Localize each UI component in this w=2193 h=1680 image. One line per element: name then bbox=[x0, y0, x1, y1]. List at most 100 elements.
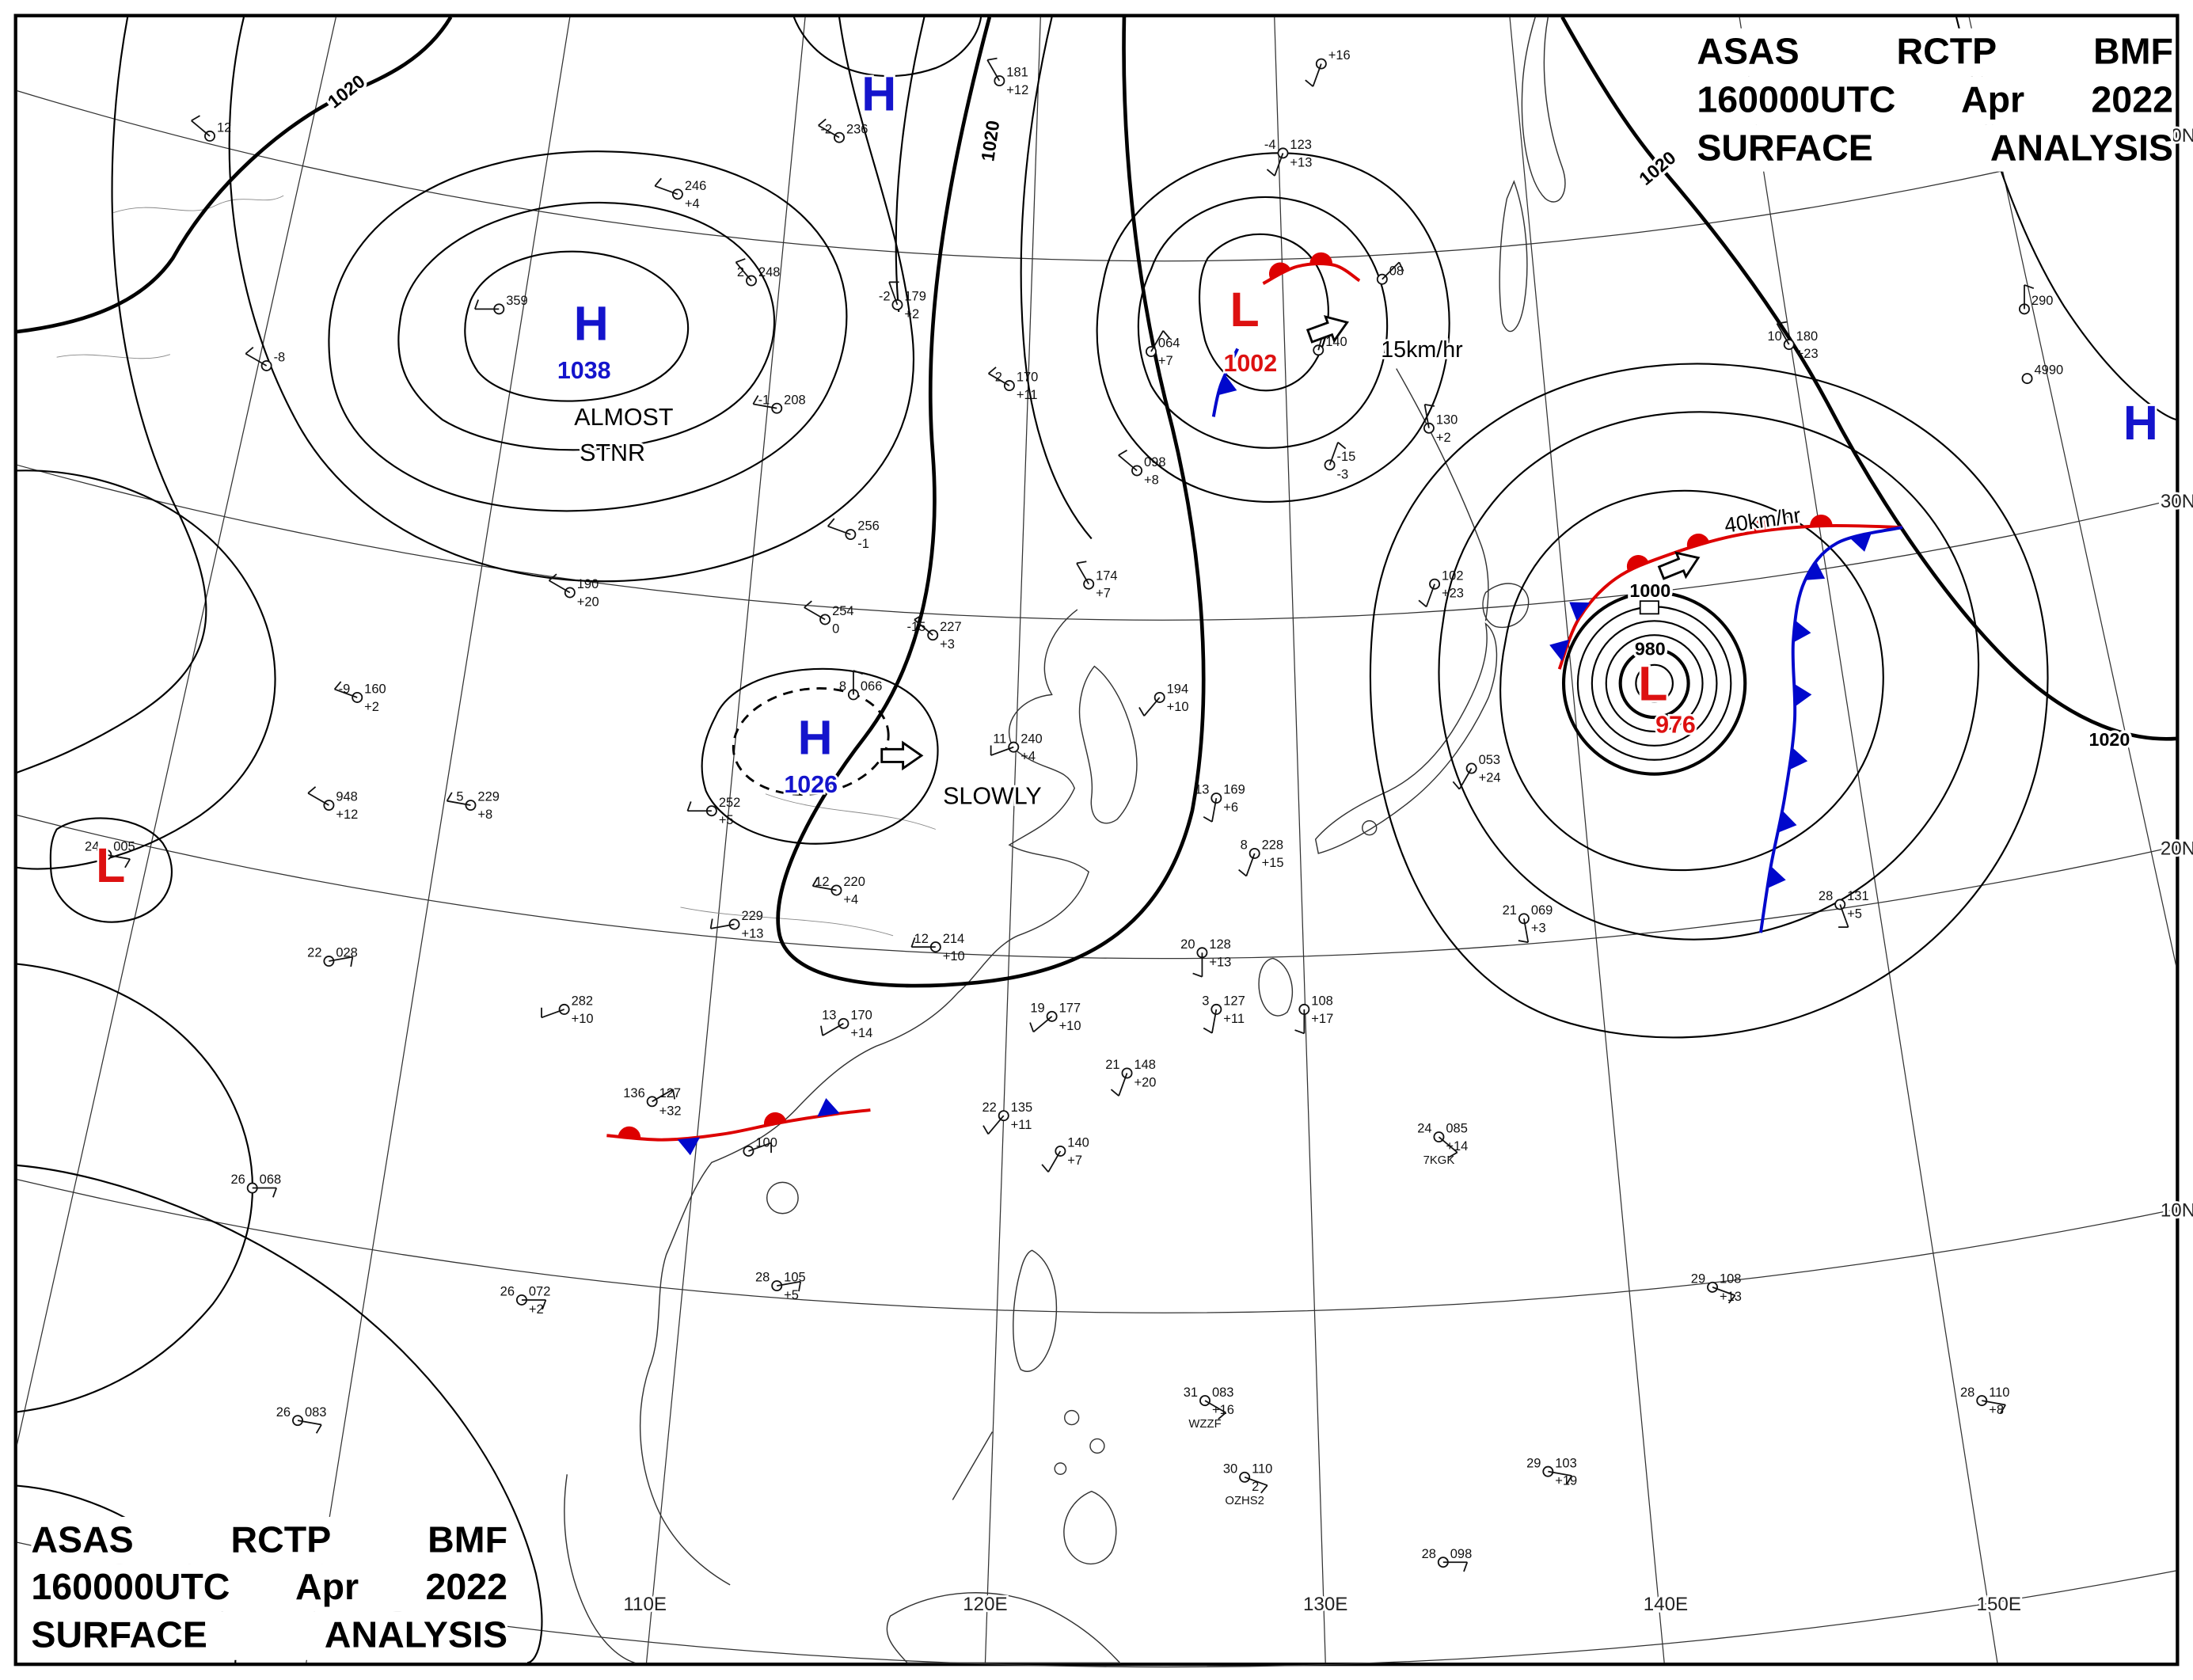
wind-barb bbox=[191, 120, 211, 137]
wind-barb bbox=[777, 1280, 801, 1287]
annotation-text: SLOWLY bbox=[943, 782, 1042, 809]
chart-id: ASAS RCTP BMF bbox=[31, 1516, 508, 1564]
station-value: 22 bbox=[982, 1100, 996, 1115]
wind-barb bbox=[1211, 797, 1218, 823]
wind-barb bbox=[1712, 1287, 1735, 1297]
station-value: 102 bbox=[1442, 568, 1463, 583]
station-plot: 005 24 bbox=[85, 839, 135, 869]
isobar-1020-c bbox=[1560, 16, 2176, 741]
station-value: +5 bbox=[1847, 907, 1862, 921]
wind-barb bbox=[986, 59, 1001, 82]
title-block-bottom-left: ASAS RCTP BMF 160000UTC Apr 2022 SURFACE… bbox=[31, 1516, 508, 1660]
station-value: 072 bbox=[529, 1285, 550, 1299]
station-value: +12 bbox=[336, 808, 358, 822]
station-plot: 290 bbox=[2018, 284, 2053, 315]
station-value: 100 bbox=[755, 1136, 777, 1150]
coastline-shikoku bbox=[1362, 820, 1378, 836]
wind-barb bbox=[753, 403, 777, 409]
station-value: 229 bbox=[477, 790, 499, 804]
chart-id: ASAS RCTP BMF bbox=[1697, 28, 2173, 77]
station-plot: 4990 bbox=[2021, 363, 2063, 385]
coastlines bbox=[564, 17, 1566, 1664]
station-plot: 083 26 bbox=[276, 1405, 326, 1434]
station-value: 359 bbox=[506, 294, 527, 308]
isobar-label: 980 bbox=[1635, 638, 1666, 659]
station-value: +23 bbox=[1796, 347, 1819, 361]
station-value: 290 bbox=[2031, 294, 2053, 308]
wind-barb bbox=[710, 923, 735, 929]
station-id: OZHS2 bbox=[1225, 1495, 1264, 1507]
chart-datetime: 160000UTC Apr 2022 bbox=[31, 1564, 508, 1613]
station-plot: 359 bbox=[474, 294, 528, 315]
wind-barb bbox=[1548, 1470, 1572, 1477]
wind-barb bbox=[1776, 323, 1790, 345]
station-plot: 098+8 bbox=[1118, 449, 1165, 487]
coastline-sakhalin bbox=[1499, 180, 1528, 333]
motion-arrows bbox=[880, 314, 1701, 771]
station-value: 31 bbox=[1184, 1385, 1198, 1400]
station-value: 108 bbox=[1720, 1271, 1741, 1286]
station-value: +23 bbox=[1442, 587, 1464, 601]
station-value: 12 bbox=[815, 875, 829, 889]
wind-barb bbox=[329, 956, 353, 962]
station-value: 181 bbox=[1006, 66, 1028, 80]
chart-type: SURFACE ANALYSIS bbox=[31, 1612, 508, 1660]
motion-arrow bbox=[1306, 314, 1349, 344]
wind-barb bbox=[1150, 330, 1164, 352]
station-value: 229 bbox=[741, 909, 762, 923]
cold-front-marker bbox=[1217, 374, 1237, 396]
station-value: 12 bbox=[217, 121, 231, 135]
cold-front-marker bbox=[1849, 532, 1872, 552]
station-plot: 208 -1 bbox=[752, 393, 806, 414]
station-plot: 069 +3 21 bbox=[1503, 903, 1553, 944]
station-value: 140 bbox=[1325, 335, 1347, 349]
warm-front-marker bbox=[1626, 555, 1649, 572]
cold-front-marker bbox=[1788, 747, 1808, 770]
station-plot: 179 +2 -2 bbox=[879, 281, 926, 321]
station-plot: 190+20 bbox=[548, 573, 599, 609]
station-value: -8 bbox=[274, 351, 286, 365]
station-plot: 220 +4 12 bbox=[811, 875, 865, 907]
station-value: 10 bbox=[1767, 329, 1781, 344]
station-value: +5 bbox=[784, 1288, 799, 1302]
station-value: 254 bbox=[832, 604, 853, 618]
station-plot: 229 +8 5 bbox=[446, 790, 500, 822]
wind-barb bbox=[735, 261, 752, 282]
warm-front-line bbox=[1262, 262, 1361, 285]
station-value: 22 bbox=[307, 946, 321, 960]
wind-barb bbox=[818, 124, 840, 139]
station-value: 227 bbox=[940, 620, 961, 634]
wind-barb bbox=[988, 373, 1010, 386]
station-plot: 128 +13 20 bbox=[1180, 937, 1231, 978]
station-value: +2 bbox=[1436, 431, 1451, 445]
cold-front-marker bbox=[1767, 865, 1786, 889]
wind-barb bbox=[654, 185, 678, 196]
station-value: +14 bbox=[1446, 1139, 1468, 1154]
station-value: 26 bbox=[230, 1173, 245, 1187]
coastline-mindanao bbox=[1063, 1490, 1117, 1565]
annotation-text: 15km/hr bbox=[1381, 337, 1463, 363]
chart-datetime: 160000UTC Apr 2022 bbox=[1697, 76, 2173, 124]
coastline-luzon bbox=[1013, 1249, 1058, 1372]
station-value: 105 bbox=[784, 1271, 805, 1285]
station-plot: 169 +6 13 bbox=[1195, 783, 1245, 823]
wind-barb bbox=[1118, 1073, 1128, 1097]
station-plot: 227 +3 -15 bbox=[906, 614, 962, 652]
station-value: 19 bbox=[1030, 1001, 1044, 1015]
station-value: +11 bbox=[1223, 1012, 1245, 1026]
station-value: +20 bbox=[577, 595, 599, 609]
station-plot: 108+17 bbox=[1294, 994, 1333, 1035]
station-value: 2 bbox=[995, 371, 1002, 385]
station-plot: 214 +10 12 bbox=[910, 932, 965, 964]
longitude-label: 150E bbox=[1977, 1594, 2021, 1615]
wind-barb bbox=[447, 800, 471, 806]
isobar-label: 1020 bbox=[2089, 729, 2130, 750]
wind-barb bbox=[1382, 261, 1400, 280]
station-value: +8 bbox=[477, 808, 492, 822]
cold-front-marker bbox=[1569, 602, 1591, 621]
station-value: 20 bbox=[1180, 937, 1195, 952]
cold-front-marker bbox=[1794, 683, 1812, 707]
station-value: 110 bbox=[1989, 1385, 2009, 1400]
isobars bbox=[17, 16, 2176, 1664]
